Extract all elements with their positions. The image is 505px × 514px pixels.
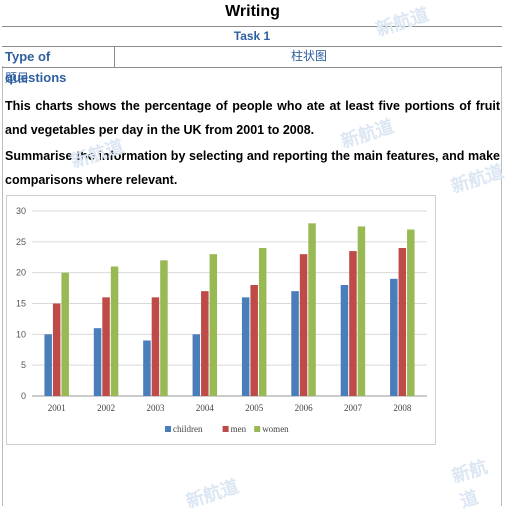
x-tick-label: 2007 xyxy=(344,403,363,413)
bar-women xyxy=(209,254,218,396)
y-tick-label: 30 xyxy=(16,206,26,216)
bar-children xyxy=(390,278,398,396)
bar-men xyxy=(398,248,407,396)
bar-women xyxy=(110,266,119,396)
task-header: Task 1 xyxy=(2,26,502,47)
legend-label: children xyxy=(173,424,203,434)
bar-children xyxy=(340,285,349,396)
question-type-value: 柱状图 xyxy=(290,49,327,63)
page-title: Writing xyxy=(225,3,280,20)
right-border xyxy=(501,66,502,506)
bar-children xyxy=(291,291,299,396)
bar-women xyxy=(357,226,366,396)
watermark-logo: 新航道 xyxy=(449,456,490,512)
y-tick-label: 20 xyxy=(16,268,26,278)
legend-label: women xyxy=(262,424,289,434)
bar-men xyxy=(201,291,209,396)
x-tick-label: 2005 xyxy=(245,403,264,413)
prompt-paragraph: This charts shows the percentage of peop… xyxy=(5,99,500,137)
x-tick-label: 2002 xyxy=(97,403,115,413)
bar-women xyxy=(61,272,69,396)
legend-swatch-men xyxy=(222,426,229,432)
y-tick-label: 0 xyxy=(21,391,26,401)
x-tick-label: 2001 xyxy=(48,403,66,413)
legend-swatch-women xyxy=(254,426,261,432)
instruction-paragraph: Summarise the information by selecting a… xyxy=(5,149,500,187)
chart-frame: 0 5 10 15 20 25 30 2001 2002 2003 2004 2005 2006 2007… xyxy=(6,195,436,445)
bar-men xyxy=(299,254,308,396)
bar-men xyxy=(349,251,357,396)
y-tick-label: 10 xyxy=(16,329,26,339)
bar-children xyxy=(143,340,151,396)
watermark-logo: 新航道 xyxy=(183,476,242,512)
bar-men xyxy=(151,297,160,396)
x-tick-label: 2003 xyxy=(146,403,165,413)
y-tick-label: 15 xyxy=(16,299,26,309)
question-type-row: Type of questions 柱状图 xyxy=(2,46,502,85)
legend-swatch-children xyxy=(165,426,171,432)
section-label: 题目 xyxy=(5,71,30,85)
bar-women xyxy=(308,223,316,396)
bar-chart: 0 5 10 15 20 25 30 2001 2002 2003 2004 2005 2006 2007… xyxy=(16,206,427,434)
legend-label: men xyxy=(231,424,247,434)
x-tick-label: 2006 xyxy=(295,403,314,413)
bar-children xyxy=(93,328,102,396)
bar-children xyxy=(192,334,201,396)
x-tick-label: 2008 xyxy=(393,403,412,413)
bar-men xyxy=(52,303,61,396)
x-tick-label: 2004 xyxy=(196,403,215,413)
bar-men xyxy=(250,285,258,396)
bar-children xyxy=(44,334,52,396)
left-border xyxy=(2,66,3,506)
y-tick-label: 5 xyxy=(21,360,26,370)
bar-women xyxy=(160,260,168,396)
y-tick-label: 25 xyxy=(16,237,26,247)
bar-men xyxy=(102,297,110,396)
bar-women xyxy=(258,248,267,396)
bar-children xyxy=(241,297,250,396)
bar-women xyxy=(407,229,415,396)
question-type-label: Type of questions xyxy=(2,46,115,85)
